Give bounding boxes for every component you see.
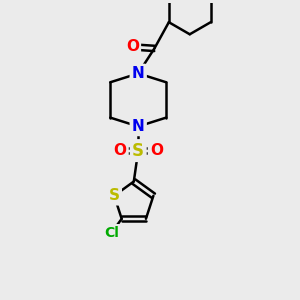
- Text: S: S: [132, 142, 144, 160]
- Text: O: O: [113, 143, 127, 158]
- Text: N: N: [132, 119, 145, 134]
- Text: O: O: [150, 143, 163, 158]
- Text: O: O: [126, 39, 139, 54]
- Text: S: S: [109, 188, 120, 203]
- Text: N: N: [132, 66, 145, 81]
- Text: Cl: Cl: [104, 226, 119, 240]
